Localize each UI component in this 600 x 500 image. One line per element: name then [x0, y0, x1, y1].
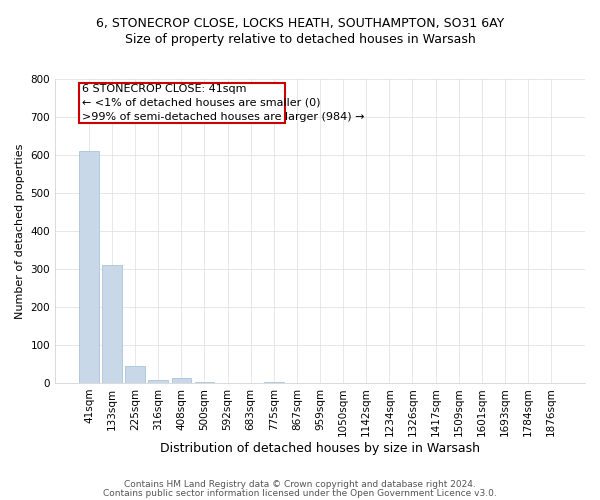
Bar: [102, 265, 122, 383]
X-axis label: Distribution of detached houses by size in Warsash: Distribution of detached houses by size …: [160, 442, 480, 455]
Text: Contains public sector information licensed under the Open Government Licence v3: Contains public sector information licen…: [103, 489, 497, 498]
Bar: [79, 83, 286, 122]
Bar: [125, 366, 145, 383]
Bar: [194, 382, 214, 383]
Y-axis label: Number of detached properties: Number of detached properties: [15, 143, 25, 318]
Bar: [172, 378, 191, 383]
Bar: [148, 380, 168, 383]
Text: 6, STONECROP CLOSE, LOCKS HEATH, SOUTHAMPTON, SO31 6AY: 6, STONECROP CLOSE, LOCKS HEATH, SOUTHAM…: [96, 18, 504, 30]
Bar: [264, 382, 284, 383]
Bar: [79, 151, 99, 383]
Text: Contains HM Land Registry data © Crown copyright and database right 2024.: Contains HM Land Registry data © Crown c…: [124, 480, 476, 489]
Text: Size of property relative to detached houses in Warsash: Size of property relative to detached ho…: [125, 32, 475, 46]
Text: 6 STONECROP CLOSE: 41sqm
← <1% of detached houses are smaller (0)
>99% of semi-d: 6 STONECROP CLOSE: 41sqm ← <1% of detach…: [82, 84, 365, 122]
